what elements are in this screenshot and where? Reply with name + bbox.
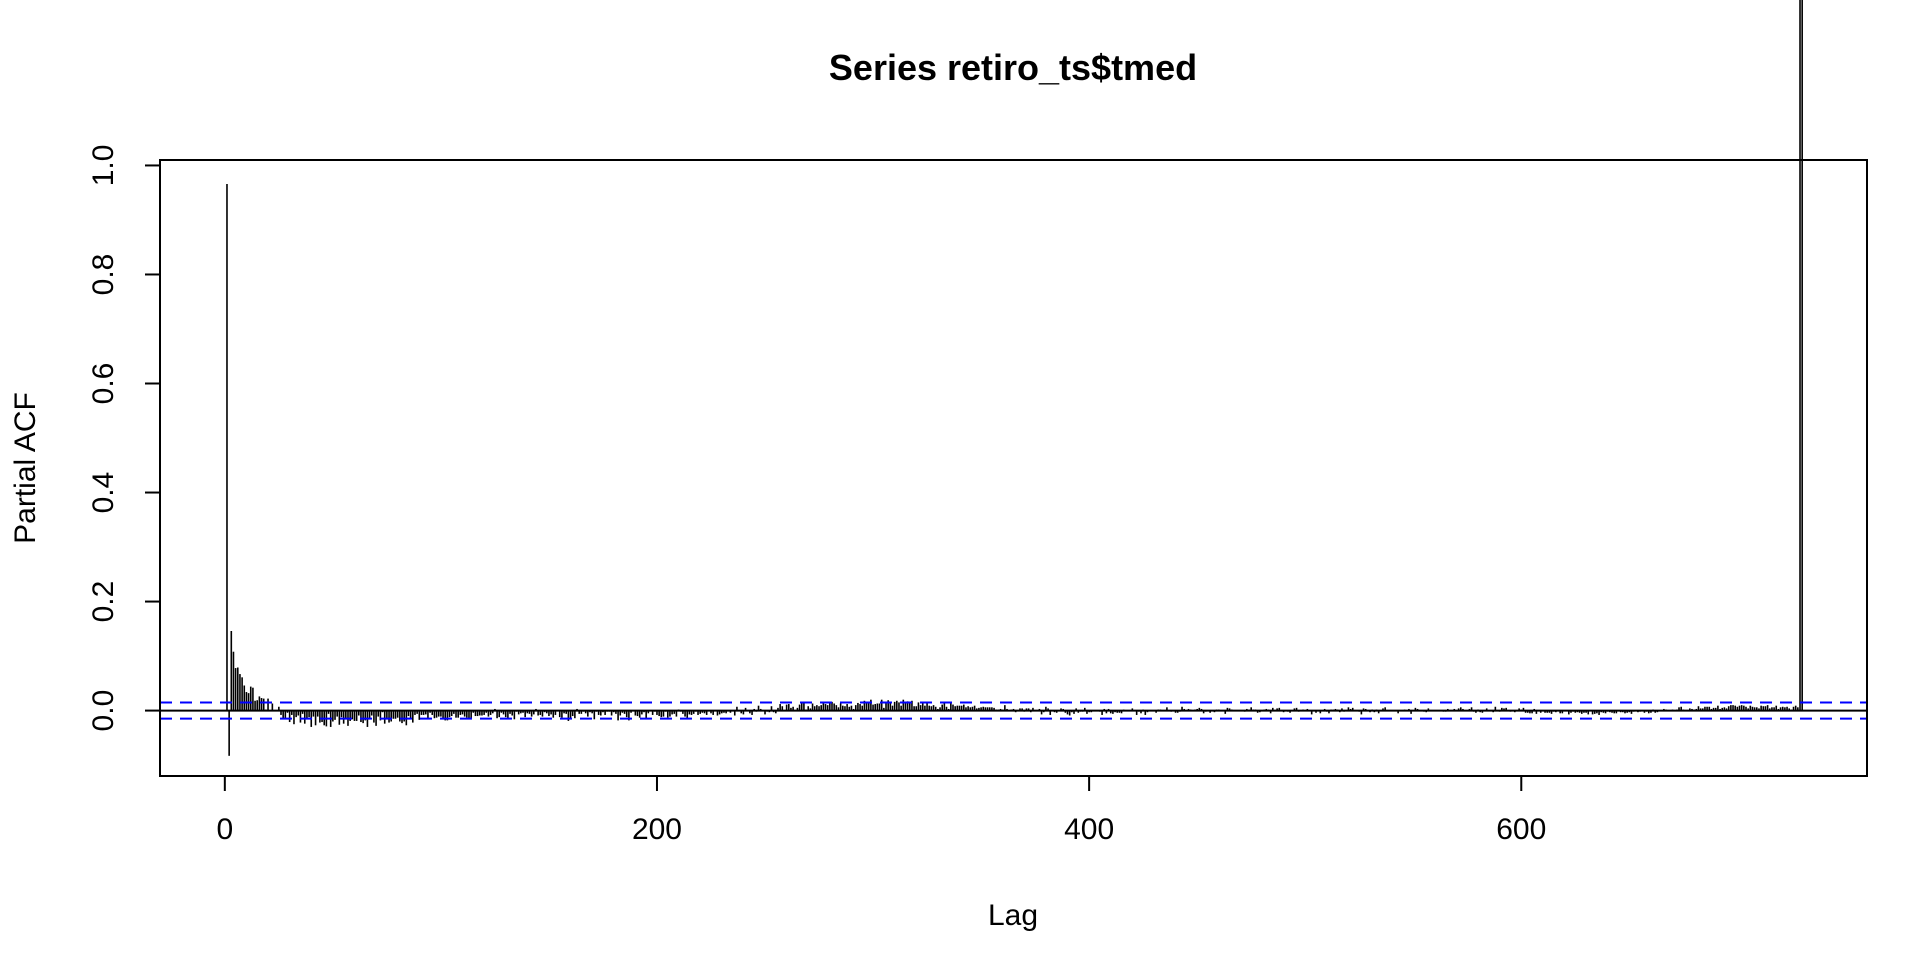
y-axis-label: Partial ACF [9, 392, 42, 544]
x-tick-label: 200 [632, 813, 682, 846]
y-tick-label: 0.8 [87, 254, 120, 296]
x-tick-label: 600 [1496, 813, 1546, 846]
confidence-bounds [160, 701, 1867, 720]
y-tick-label: 1.0 [87, 145, 120, 187]
y-tick-label: 0.2 [87, 581, 120, 623]
chart-title: Series retiro_ts$tmed [829, 47, 1197, 88]
x-tick-label: 0 [216, 813, 233, 846]
y-tick-label: 0.6 [87, 363, 120, 405]
pacf-bars [226, 0, 1803, 756]
x-axis: 0 200 400 600 [216, 775, 1546, 846]
plot-frame [159, 159, 1868, 777]
y-tick-label: 0.0 [87, 690, 120, 732]
y-axis: 0.0 0.2 0.4 0.6 0.8 1.0 [87, 145, 161, 732]
y-tick-label: 0.4 [87, 472, 120, 514]
x-axis-label: Lag [988, 899, 1038, 932]
x-tick-label: 400 [1064, 813, 1114, 846]
